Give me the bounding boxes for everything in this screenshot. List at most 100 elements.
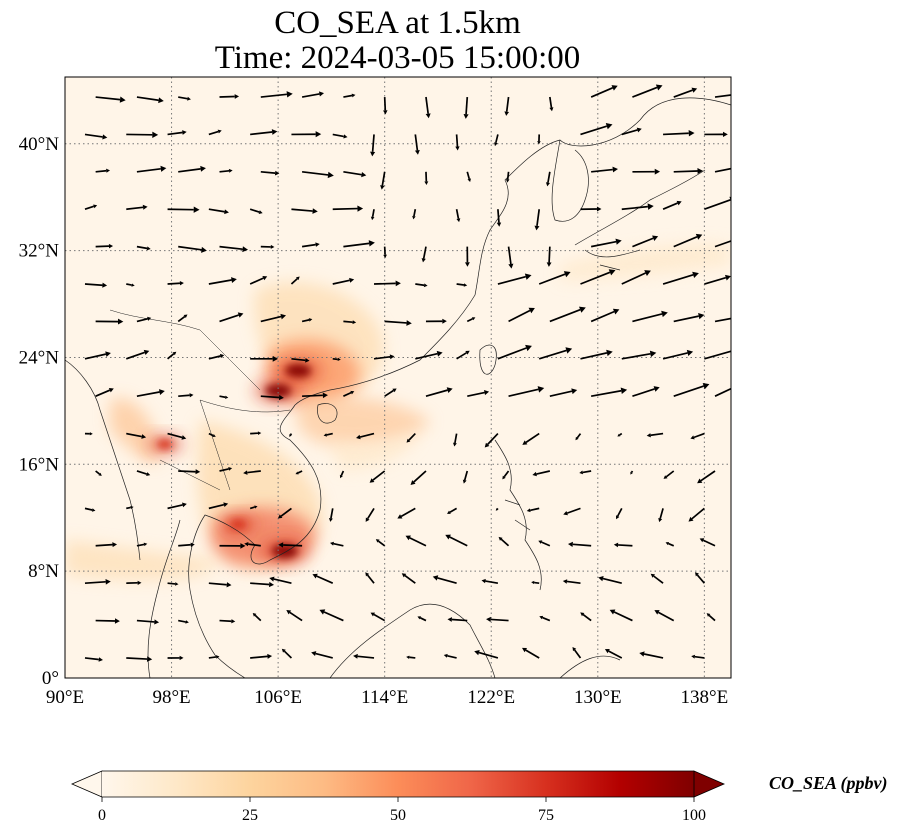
wind-arrow xyxy=(84,133,108,140)
wind-arrow xyxy=(250,129,278,136)
co-concentration-field xyxy=(65,243,731,580)
wind-arrow xyxy=(84,657,103,662)
wind-arrow xyxy=(706,613,716,622)
wind-arrow xyxy=(343,390,355,397)
wind-arrow xyxy=(332,205,364,212)
wind-arrow xyxy=(673,233,703,248)
wind-arrow xyxy=(375,539,386,547)
wind-arrow xyxy=(260,170,280,176)
wind-arrow xyxy=(630,470,634,475)
wind-arrow xyxy=(504,96,510,116)
wind-arrow xyxy=(425,387,453,398)
wind-arrow xyxy=(249,505,258,510)
wind-arrow xyxy=(456,283,468,287)
wind-arrow xyxy=(621,350,657,360)
wind-arrow xyxy=(463,96,469,119)
wind-arrow xyxy=(546,246,552,267)
y-tick-label: 40°N xyxy=(19,134,60,155)
wind-arrow xyxy=(496,209,502,227)
y-tick-label: 0° xyxy=(42,668,59,689)
wind-arrow xyxy=(136,470,151,476)
wind-arrow xyxy=(369,470,386,483)
wind-arrow xyxy=(532,470,551,477)
coastline-china-east xyxy=(294,97,731,406)
wind-arrow xyxy=(343,170,367,178)
wind-arrow xyxy=(384,388,397,397)
wind-arrow xyxy=(455,134,460,151)
wind-arrow xyxy=(704,350,731,360)
wind-arrow xyxy=(291,131,322,138)
wind-arrow xyxy=(688,507,705,522)
wind-arrow xyxy=(621,127,642,136)
wind-arrow xyxy=(84,579,111,585)
wind-arrow xyxy=(178,165,206,173)
wind-arrow xyxy=(319,609,344,622)
wind-arrow xyxy=(84,351,111,360)
wind-arrow xyxy=(663,130,695,137)
y-tick-label: 24°N xyxy=(19,347,60,368)
wind-arrow xyxy=(443,653,457,659)
wind-arrow xyxy=(432,575,457,584)
wind-arrow xyxy=(126,580,142,585)
wind-arrow xyxy=(714,167,731,173)
wind-arrow xyxy=(662,271,699,285)
wind-arrow xyxy=(219,619,236,624)
wind-arrow xyxy=(424,171,429,185)
wind-arrow xyxy=(406,655,416,659)
wind-arrow xyxy=(343,93,356,98)
wind-arrow xyxy=(538,347,573,360)
wind-arrow xyxy=(136,96,164,104)
wind-arrow xyxy=(301,170,334,179)
wind-arrow xyxy=(691,654,705,659)
wind-arrow xyxy=(95,470,102,476)
wind-arrow xyxy=(498,536,510,547)
wind-arrow xyxy=(466,171,471,183)
y-axis-ticks: 0° 8°N 16°N 24°N 32°N 40°N xyxy=(19,134,60,689)
y-tick-label: 32°N xyxy=(19,241,60,262)
x-axis-ticks: 90°E 98°E 106°E 114°E 122°E 130°E 138°E xyxy=(46,687,728,708)
wind-arrow xyxy=(178,393,194,398)
coastline-myanmar xyxy=(65,359,141,561)
wind-arrow xyxy=(456,350,470,360)
wind-arrow xyxy=(412,209,417,220)
wind-arrow xyxy=(370,209,375,221)
wind-arrow xyxy=(401,573,416,584)
wind-arrow xyxy=(580,612,592,622)
wind-arrow xyxy=(580,123,613,136)
wind-arrow xyxy=(373,280,401,287)
wind-arrow xyxy=(219,168,233,173)
wind-arrow xyxy=(250,581,275,588)
wind-arrow xyxy=(295,470,303,475)
wind-arrow xyxy=(167,130,187,136)
wind-arrow xyxy=(410,470,427,485)
wind-arrow xyxy=(383,246,387,259)
wind-arrow xyxy=(343,240,375,248)
wind-arrow xyxy=(365,507,375,522)
wind-arrow xyxy=(312,573,334,584)
wind-arrow xyxy=(704,274,731,285)
wind-arrow xyxy=(508,386,545,398)
colorbar-extend-low xyxy=(70,770,103,798)
wind-arrow xyxy=(286,610,303,622)
wind-arrow xyxy=(339,470,345,479)
wind-arrow xyxy=(673,313,705,323)
wind-arrow xyxy=(125,349,150,360)
wind-arrow xyxy=(291,357,310,363)
wind-arrow xyxy=(590,238,622,248)
wind-vectors xyxy=(84,84,731,662)
wind-arrow xyxy=(323,432,333,437)
colorbar-tick-label: 25 xyxy=(242,807,258,824)
wind-arrow xyxy=(370,134,376,157)
wind-arrow xyxy=(590,85,618,98)
x-tick-label: 114°E xyxy=(361,687,408,708)
wind-arrow xyxy=(397,507,416,519)
wind-arrow xyxy=(545,171,551,187)
coastline-malay xyxy=(147,519,181,678)
coastline-japan xyxy=(574,169,706,271)
wind-arrow xyxy=(249,208,263,214)
coastline-taiwan xyxy=(479,344,497,375)
colorbar: 0 25 50 75 100 CO_SEA (ppbv) xyxy=(70,770,888,824)
wind-arrow xyxy=(126,432,147,439)
wind-arrow xyxy=(632,168,661,175)
